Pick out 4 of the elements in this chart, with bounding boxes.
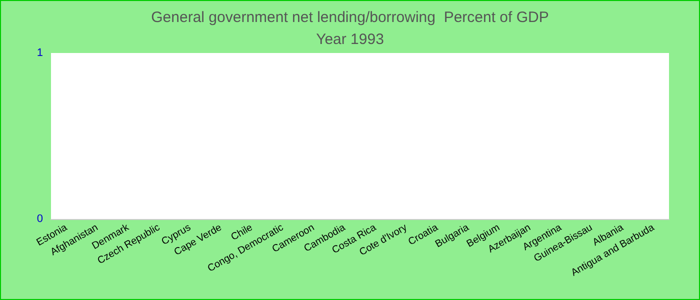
y-tick-label: 1	[36, 47, 43, 59]
y-tick-label: 0	[36, 213, 43, 225]
chart-subtitle: Year 1993	[316, 31, 384, 48]
chart-title: General government net lending/borrowing Percent of GDP	[151, 9, 549, 26]
